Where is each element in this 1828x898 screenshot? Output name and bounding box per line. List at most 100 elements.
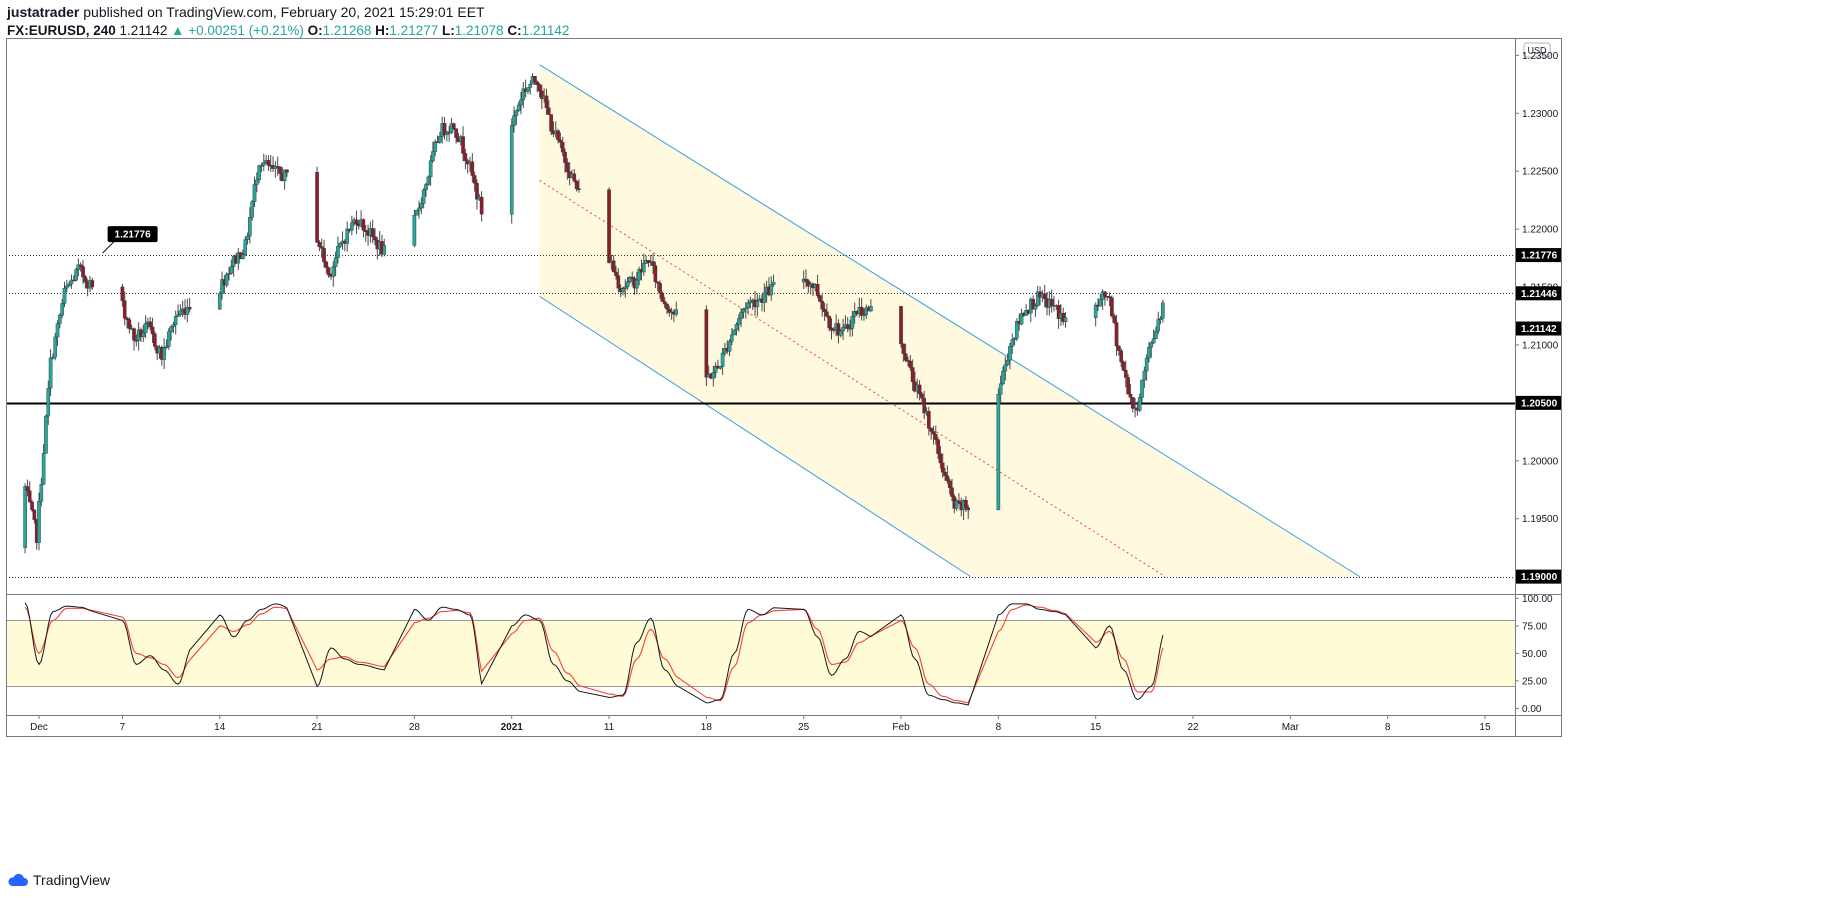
- candle[interactable]: [741, 307, 746, 319]
- candle[interactable]: [217, 291, 222, 310]
- candle[interactable]: [46, 380, 51, 426]
- candle[interactable]: [910, 359, 915, 391]
- candle[interactable]: [257, 164, 261, 184]
- candle[interactable]: [1128, 384, 1133, 404]
- candle[interactable]: [625, 277, 630, 291]
- candle[interactable]: [850, 311, 855, 337]
- candle[interactable]: [563, 148, 567, 173]
- candle[interactable]: [1140, 379, 1144, 404]
- candle[interactable]: [326, 266, 331, 278]
- candle[interactable]: [141, 324, 146, 343]
- candle[interactable]: [804, 269, 808, 288]
- candle[interactable]: [718, 365, 723, 370]
- author-name[interactable]: justatrader: [7, 4, 80, 20]
- candle[interactable]: [841, 318, 845, 340]
- candle[interactable]: [412, 209, 417, 248]
- candle[interactable]: [426, 175, 431, 186]
- stochastic-k-line[interactable]: [24, 602, 1164, 706]
- candle[interactable]: [315, 166, 319, 243]
- candle[interactable]: [81, 259, 85, 285]
- candle[interactable]: [560, 136, 565, 157]
- candle[interactable]: [746, 299, 750, 315]
- candle[interactable]: [433, 139, 438, 157]
- candle[interactable]: [273, 161, 278, 178]
- candle[interactable]: [514, 109, 519, 126]
- candle[interactable]: [37, 492, 41, 551]
- candle[interactable]: [537, 83, 542, 98]
- candle[interactable]: [143, 315, 148, 339]
- candle[interactable]: [153, 331, 157, 351]
- candle[interactable]: [83, 274, 88, 289]
- candle[interactable]: [1130, 396, 1135, 413]
- candle[interactable]: [998, 375, 1003, 404]
- candle[interactable]: [906, 356, 910, 367]
- candle[interactable]: [55, 320, 60, 347]
- candle[interactable]: [271, 156, 275, 172]
- candle[interactable]: [1061, 307, 1066, 326]
- channel-mid-line[interactable]: [539, 180, 1166, 578]
- candle[interactable]: [166, 328, 171, 350]
- candle[interactable]: [938, 445, 943, 469]
- candle[interactable]: [1019, 308, 1024, 326]
- candle[interactable]: [1005, 353, 1010, 367]
- candle[interactable]: [65, 279, 69, 293]
- candle[interactable]: [27, 481, 32, 503]
- candle[interactable]: [30, 499, 34, 512]
- candle[interactable]: [903, 343, 908, 363]
- candle[interactable]: [565, 158, 570, 180]
- tradingview-logo[interactable]: TradingView: [7, 869, 110, 891]
- candle[interactable]: [642, 253, 646, 276]
- candle[interactable]: [1033, 303, 1038, 317]
- candle[interactable]: [607, 187, 611, 264]
- candle[interactable]: [438, 131, 442, 144]
- candle[interactable]: [933, 425, 938, 445]
- candle[interactable]: [825, 303, 829, 318]
- candle[interactable]: [762, 283, 767, 313]
- candle[interactable]: [1119, 348, 1123, 367]
- candle[interactable]: [417, 200, 421, 219]
- candle[interactable]: [224, 272, 229, 288]
- candle[interactable]: [533, 76, 537, 85]
- candle[interactable]: [628, 275, 632, 284]
- candle[interactable]: [1056, 299, 1061, 329]
- candle[interactable]: [1154, 326, 1158, 340]
- candle[interactable]: [651, 253, 655, 275]
- candle[interactable]: [658, 280, 662, 299]
- candle[interactable]: [806, 279, 811, 294]
- candle[interactable]: [1107, 292, 1112, 307]
- candle[interactable]: [1103, 291, 1107, 306]
- candle[interactable]: [704, 305, 709, 386]
- candle[interactable]: [954, 498, 959, 512]
- candle[interactable]: [227, 267, 231, 281]
- candle[interactable]: [720, 347, 725, 375]
- candle[interactable]: [616, 268, 621, 293]
- candle[interactable]: [282, 169, 287, 190]
- candle[interactable]: [350, 215, 354, 236]
- candle[interactable]: [943, 467, 947, 481]
- candle[interactable]: [711, 365, 716, 387]
- candle[interactable]: [431, 141, 435, 163]
- candle[interactable]: [829, 318, 834, 340]
- candle[interactable]: [62, 281, 67, 308]
- candle[interactable]: [623, 279, 628, 298]
- candle[interactable]: [424, 182, 428, 197]
- candle[interactable]: [479, 191, 484, 222]
- candle[interactable]: [169, 325, 173, 341]
- candle[interactable]: [838, 328, 843, 338]
- candle[interactable]: [621, 286, 625, 296]
- candle[interactable]: [162, 338, 166, 370]
- candle[interactable]: [516, 101, 521, 113]
- candle[interactable]: [48, 349, 53, 397]
- candle[interactable]: [361, 218, 366, 238]
- candle[interactable]: [255, 172, 259, 193]
- candle[interactable]: [521, 82, 526, 109]
- candle[interactable]: [51, 353, 55, 360]
- candle[interactable]: [285, 169, 289, 177]
- candle[interactable]: [549, 114, 553, 136]
- candle[interactable]: [901, 343, 906, 362]
- candle[interactable]: [727, 339, 732, 357]
- candle[interactable]: [920, 391, 924, 405]
- candle[interactable]: [1149, 340, 1154, 358]
- candle[interactable]: [345, 221, 349, 252]
- candle[interactable]: [662, 297, 667, 308]
